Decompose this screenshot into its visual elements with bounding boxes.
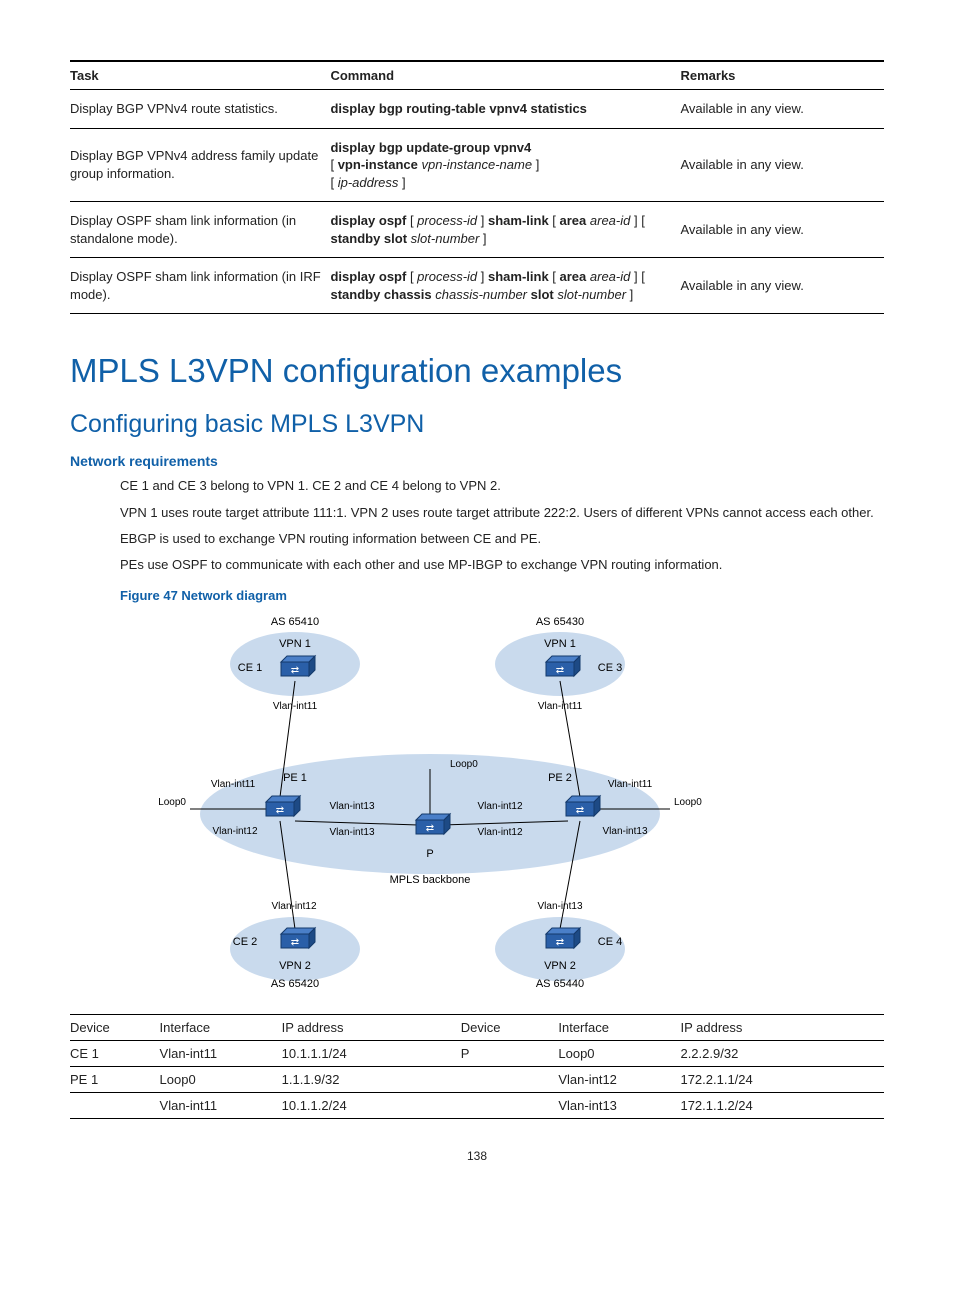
- table-cell-remarks: Available in any view.: [680, 128, 884, 202]
- dev-table-cell: [461, 1093, 559, 1119]
- svg-text:PE 1: PE 1: [283, 772, 307, 784]
- dev-table-cell: [70, 1093, 160, 1119]
- table-cell-task: Display OSPF sham link information (in I…: [70, 258, 330, 314]
- dev-table-cell: Vlan-int13: [558, 1093, 680, 1119]
- para-2: VPN 1 uses route target attribute 111:1.…: [120, 504, 884, 522]
- svg-text:Vlan-int13: Vlan-int13: [329, 801, 374, 812]
- dev-table-cell: 172.2.1.1/24: [680, 1067, 884, 1093]
- svg-text:Loop0: Loop0: [674, 797, 702, 808]
- dev-table-header: Interface: [160, 1015, 282, 1041]
- command-table: Task Command Remarks Display BGP VPNv4 r…: [70, 60, 884, 314]
- svg-text:MPLS backbone: MPLS backbone: [390, 874, 471, 886]
- svg-text:AS 65420: AS 65420: [271, 978, 319, 990]
- svg-text:CE 2: CE 2: [233, 936, 257, 948]
- svg-text:⇄: ⇄: [576, 805, 584, 816]
- col-task: Task: [70, 61, 330, 90]
- svg-text:VPN 1: VPN 1: [279, 638, 311, 650]
- svg-text:VPN 2: VPN 2: [279, 960, 311, 972]
- para-3: EBGP is used to exchange VPN routing inf…: [120, 530, 884, 548]
- dev-table-cell: PE 1: [70, 1067, 160, 1093]
- dev-table-cell: Loop0: [160, 1067, 282, 1093]
- table-cell-task: Display BGP VPNv4 address family update …: [70, 128, 330, 202]
- svg-text:Vlan-int13: Vlan-int13: [602, 826, 647, 837]
- table-cell-task: Display OSPF sham link information (in s…: [70, 202, 330, 258]
- dev-table-header: Device: [461, 1015, 559, 1041]
- table-cell-command: display bgp routing-table vpnv4 statisti…: [330, 90, 680, 129]
- svg-text:⇄: ⇄: [556, 937, 564, 948]
- dev-table-cell: 1.1.1.9/32: [282, 1067, 461, 1093]
- heading-2: Configuring basic MPLS L3VPN: [70, 410, 884, 439]
- col-command: Command: [330, 61, 680, 90]
- svg-text:Vlan-int12: Vlan-int12: [477, 801, 522, 812]
- svg-text:⇄: ⇄: [291, 665, 299, 676]
- dev-table-cell: P: [461, 1041, 559, 1067]
- svg-text:P: P: [426, 848, 433, 860]
- dev-table-header: Interface: [558, 1015, 680, 1041]
- dev-table-cell: Vlan-int11: [160, 1041, 282, 1067]
- svg-text:⇄: ⇄: [556, 665, 564, 676]
- dev-table-cell: 2.2.2.9/32: [680, 1041, 884, 1067]
- table-cell-task: Display BGP VPNv4 route statistics.: [70, 90, 330, 129]
- svg-text:Vlan-int11: Vlan-int11: [538, 701, 583, 712]
- svg-text:Vlan-int11: Vlan-int11: [211, 779, 256, 790]
- svg-text:Vlan-int12: Vlan-int12: [477, 827, 522, 838]
- svg-text:⇄: ⇄: [426, 823, 434, 834]
- table-cell-remarks: Available in any view.: [680, 202, 884, 258]
- table-cell-remarks: Available in any view.: [680, 258, 884, 314]
- svg-text:CE 3: CE 3: [598, 662, 622, 674]
- svg-text:VPN 1: VPN 1: [544, 638, 576, 650]
- para-1: CE 1 and CE 3 belong to VPN 1. CE 2 and …: [120, 477, 884, 495]
- dev-table-cell: [461, 1067, 559, 1093]
- svg-text:Vlan-int11: Vlan-int11: [608, 779, 653, 790]
- dev-table-header: IP address: [680, 1015, 884, 1041]
- dev-table-cell: Vlan-int12: [558, 1067, 680, 1093]
- svg-text:AS 65410: AS 65410: [271, 616, 319, 628]
- dev-table-cell: CE 1: [70, 1041, 160, 1067]
- dev-table-cell: 10.1.1.1/24: [282, 1041, 461, 1067]
- dev-table-cell: 10.1.1.2/24: [282, 1093, 461, 1119]
- dev-table-header: Device: [70, 1015, 160, 1041]
- svg-text:Loop0: Loop0: [158, 797, 186, 808]
- dev-table-cell: Loop0: [558, 1041, 680, 1067]
- heading-1: MPLS L3VPN configuration examples: [70, 352, 884, 390]
- svg-text:VPN 2: VPN 2: [544, 960, 576, 972]
- table-cell-command: display ospf [ process-id ] sham-link [ …: [330, 202, 680, 258]
- device-table: DeviceInterfaceIP addressDeviceInterface…: [70, 1014, 884, 1119]
- heading-3-req: Network requirements: [70, 453, 884, 469]
- para-4: PEs use OSPF to communicate with each ot…: [120, 556, 884, 574]
- dev-table-header: IP address: [282, 1015, 461, 1041]
- network-diagram: AS 65410 VPN 1 AS 65430 VPN 1 MPLS backbone V…: [120, 609, 884, 1002]
- svg-text:CE 4: CE 4: [598, 936, 622, 948]
- svg-text:⇄: ⇄: [291, 937, 299, 948]
- svg-text:Vlan-int13: Vlan-int13: [537, 901, 582, 912]
- svg-text:AS 65430: AS 65430: [536, 616, 584, 628]
- svg-text:Vlan-int13: Vlan-int13: [329, 827, 374, 838]
- table-cell-command: display ospf [ process-id ] sham-link [ …: [330, 258, 680, 314]
- svg-text:Vlan-int11: Vlan-int11: [273, 701, 318, 712]
- svg-text:Loop0: Loop0: [450, 759, 478, 770]
- svg-text:PE 2: PE 2: [548, 772, 572, 784]
- table-cell-remarks: Available in any view.: [680, 90, 884, 129]
- svg-text:CE 1: CE 1: [238, 662, 262, 674]
- body-text: CE 1 and CE 3 belong to VPN 1. CE 2 and …: [70, 477, 884, 574]
- table-cell-command: display bgp update-group vpnv4[ vpn-inst…: [330, 128, 680, 202]
- col-remarks: Remarks: [680, 61, 884, 90]
- dev-table-cell: Vlan-int11: [160, 1093, 282, 1119]
- svg-text:Vlan-int12: Vlan-int12: [271, 901, 316, 912]
- svg-text:Vlan-int12: Vlan-int12: [212, 826, 257, 837]
- figure-caption: Figure 47 Network diagram: [120, 588, 884, 603]
- dev-table-cell: 172.1.1.2/24: [680, 1093, 884, 1119]
- svg-text:AS 65440: AS 65440: [536, 978, 584, 990]
- page-number: 138: [70, 1149, 884, 1163]
- svg-text:⇄: ⇄: [276, 805, 284, 816]
